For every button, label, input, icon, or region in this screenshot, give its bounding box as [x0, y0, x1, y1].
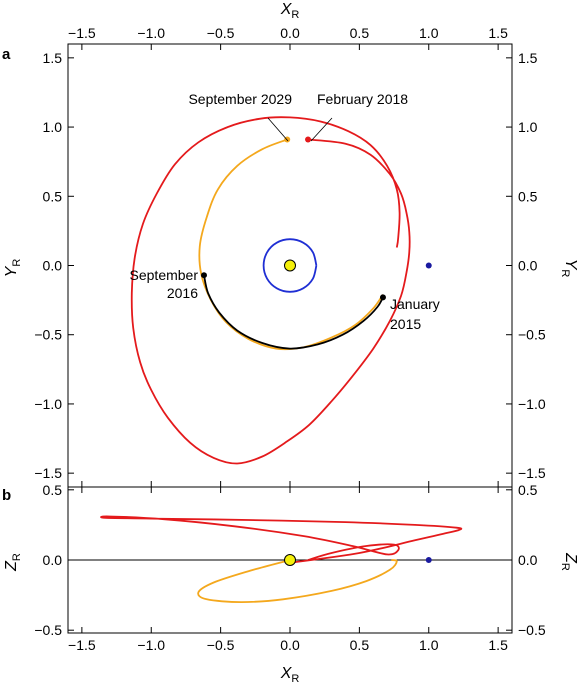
x-tick-label-top: −1.5 [68, 25, 96, 41]
annotation-leader-sep-2029 [267, 117, 289, 142]
x-tick-label-top: −1.0 [137, 25, 165, 41]
annotation-september-2029: September 2029 [188, 91, 292, 107]
y-tick-label-right: 1.5 [518, 50, 538, 66]
marker-b-0 [284, 554, 296, 566]
y-tick-label-right: −1.5 [518, 465, 546, 481]
x-axis-title-bottom: XR [280, 665, 300, 685]
y-axis-title-left: YR [3, 259, 23, 278]
marker-a-5 [379, 294, 386, 301]
x-tick-label-bottom: −1.0 [137, 637, 165, 653]
y-tick-label-left: 0.5 [43, 188, 63, 204]
y-tick-label-right: 0.5 [518, 482, 538, 498]
x-tick-label-top: −0.5 [207, 25, 235, 41]
y-tick-label-right: 1.0 [518, 119, 538, 135]
y-tick-label-right: −1.0 [518, 396, 546, 412]
x-tick-label-bottom: 0.5 [350, 637, 370, 653]
x-tick-label-top: 1.0 [419, 25, 439, 41]
y-tick-label-right: 0.0 [518, 552, 538, 568]
series-line-b-1 [197, 559, 398, 604]
annotation-september-2016-line2: 2016 [167, 285, 198, 301]
y-tick-label-left: 0.0 [43, 552, 63, 568]
z-axis-title-right: ZR [559, 552, 579, 571]
z-axis-title-left: ZR [3, 553, 23, 572]
y-axis-title-right: YR [559, 259, 579, 278]
y-tick-label-left: −0.5 [34, 327, 62, 343]
panel-a-plot: −1.5 −1.0 −0.5 0.0 0.5 1.0 1.5 −1.5 −1.5 −1.0 −1.0… [34, 25, 546, 488]
series-line-a-2 [203, 274, 384, 350]
marker-a-4 [200, 272, 207, 279]
series-line-a-0 [130, 116, 411, 465]
marker-a-0 [284, 259, 296, 272]
x-tick-label-top: 0.0 [280, 25, 300, 41]
series-line-a-3 [262, 238, 318, 293]
y-tick-label-right: −0.5 [518, 622, 546, 638]
y-tick-label-right: 0.0 [518, 258, 538, 274]
y-tick-label-right: 0.5 [518, 188, 538, 204]
panel-b-plot: −1.5 −1.0 −0.5 0.0 0.5 1.0 1.5 −0.5 −0.5 0.0 0.0 0.… [34, 482, 545, 653]
y-tick-label-left: −0.5 [34, 622, 62, 638]
series-line-a-1 [198, 138, 384, 351]
panel-label-b: b [2, 487, 11, 504]
annotation-february-2018: February 2018 [317, 91, 408, 107]
panel-label-a: a [2, 46, 11, 63]
marker-b-1 [425, 557, 432, 563]
x-tick-label-bottom: 0.0 [280, 637, 300, 653]
y-tick-label-left: −1.5 [34, 465, 62, 481]
x-tick-label-bottom: −1.5 [68, 637, 96, 653]
annotation-january-2015-line1: January [390, 296, 440, 312]
x-tick-label-bottom: 1.0 [419, 637, 439, 653]
y-tick-label-left: 1.0 [43, 119, 63, 135]
marker-a-3 [305, 136, 312, 143]
annotation-january-2015-line2: 2015 [390, 316, 421, 332]
x-tick-label-top: 0.5 [350, 25, 370, 41]
x-tick-label-bottom: −0.5 [207, 637, 235, 653]
y-tick-label-left: 0.5 [43, 482, 63, 498]
annotations: September 2029 February 2018 September 2… [130, 91, 440, 332]
annotation-leader-feb-2018 [310, 117, 333, 142]
marker-a-1 [425, 262, 432, 269]
x-tick-label-bottom: 1.5 [488, 637, 508, 653]
series-line-b-0 [100, 515, 463, 564]
y-tick-label-left: 1.5 [43, 50, 63, 66]
x-tick-label-top: 1.5 [488, 25, 508, 41]
x-axis-title-top: XR [280, 1, 300, 21]
y-tick-label-right: −0.5 [518, 327, 546, 343]
y-tick-label-left: 0.0 [43, 258, 63, 274]
annotation-september-2016-line1: September [130, 267, 199, 283]
y-tick-label-left: −1.0 [34, 396, 62, 412]
